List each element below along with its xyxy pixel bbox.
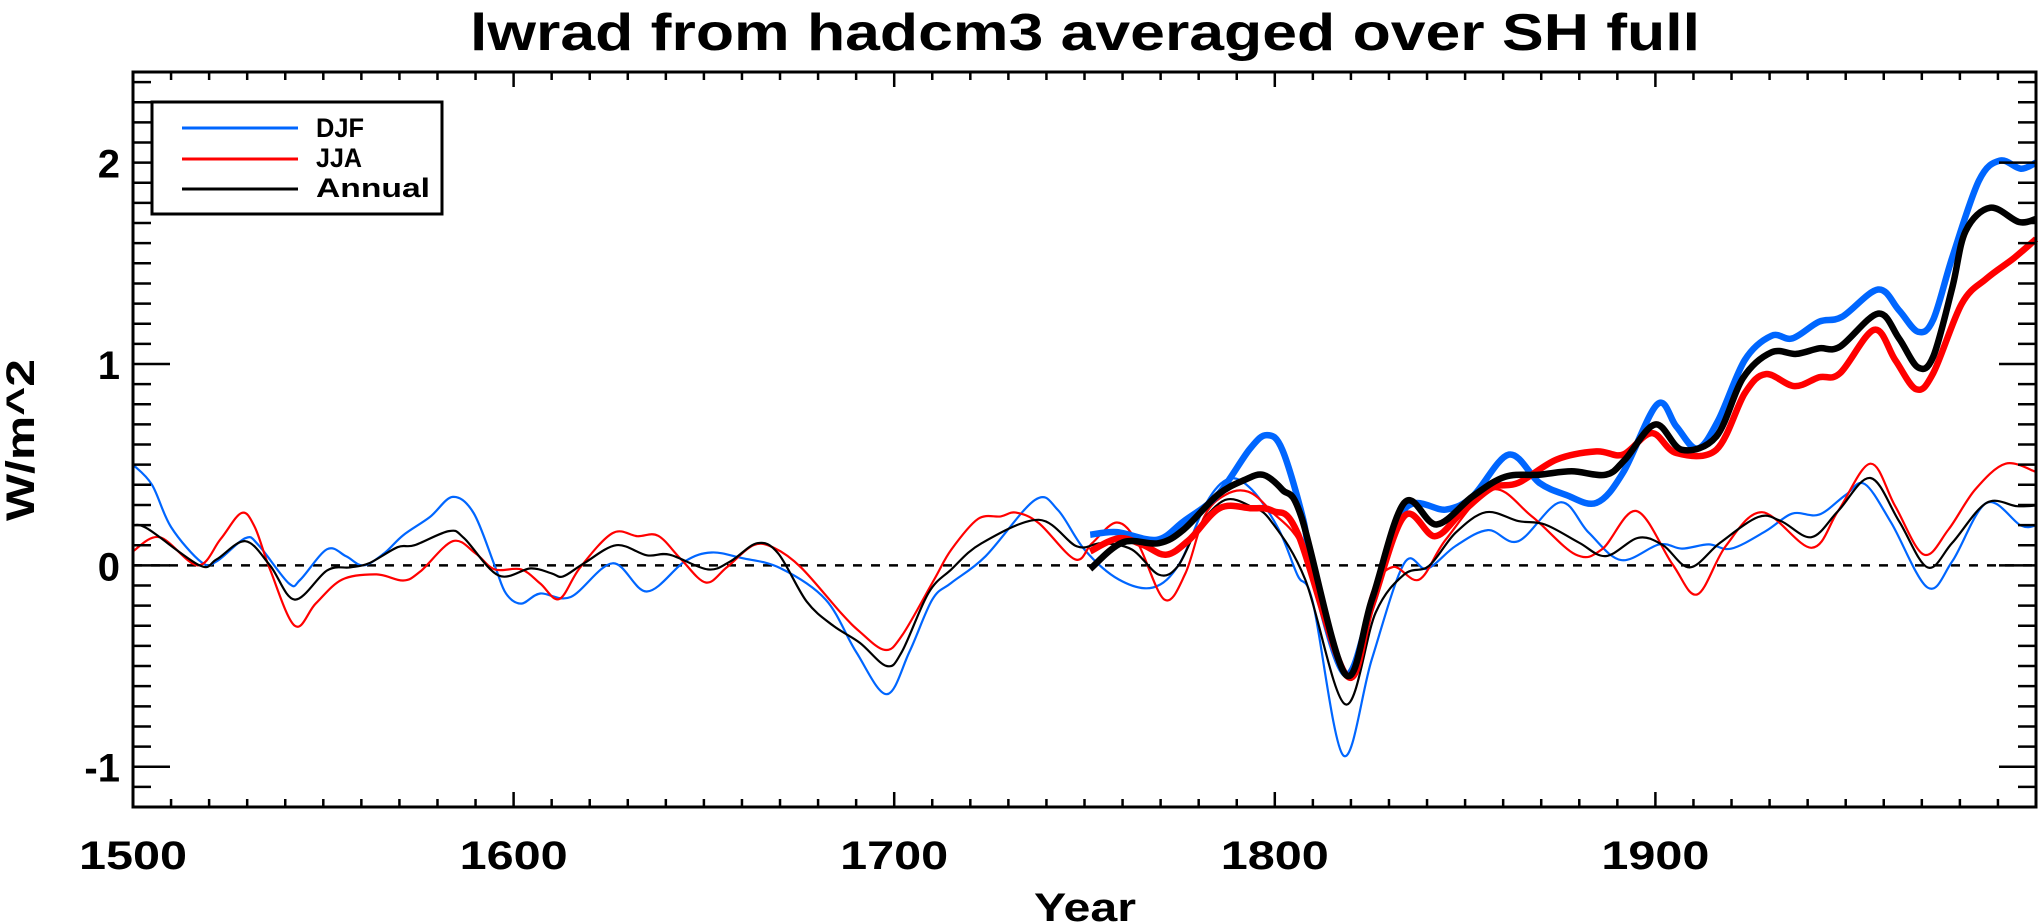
series-line-jja — [132, 462, 2037, 678]
series-layer — [132, 157, 2038, 758]
y-tick-label: 1 — [98, 344, 120, 388]
x-tick-label: 1900 — [1601, 834, 1709, 878]
plot-frame — [131, 70, 2038, 809]
chart-title: lwrad from hadcm3 averaged over SH full — [470, 4, 1700, 62]
legend-label-djf: DJF — [316, 113, 364, 143]
x-tick-label: 1700 — [840, 834, 948, 878]
legend: DJF JJA Annual — [150, 100, 444, 216]
series-line-djf — [132, 463, 2037, 758]
x-tick-label: 1800 — [1221, 834, 1329, 878]
y-tick-label: 2 — [98, 143, 120, 187]
series-line-annual — [132, 476, 2037, 706]
legend-label-annual: Annual — [316, 173, 430, 203]
series-line-djf-thick — [1089, 157, 2038, 678]
x-tick-labels: 1500 1600 1700 1800 1900 — [79, 834, 1709, 878]
y-tick-label: 0 — [98, 545, 120, 589]
y-tick-label: -1 — [84, 747, 120, 791]
plot-area — [131, 70, 2038, 809]
x-tick-label: 1500 — [79, 834, 187, 878]
series-line-annual-thick — [1088, 204, 2037, 680]
x-tick-label: 1600 — [460, 834, 568, 878]
legend-label-jja: JJA — [316, 143, 362, 173]
series-line-jja-thick — [1088, 236, 2038, 682]
x-axis-label: Year — [1034, 886, 1136, 924]
y-axis-label: W/m^2 — [0, 359, 43, 521]
y-tick-labels: -1 0 1 2 — [84, 143, 120, 791]
